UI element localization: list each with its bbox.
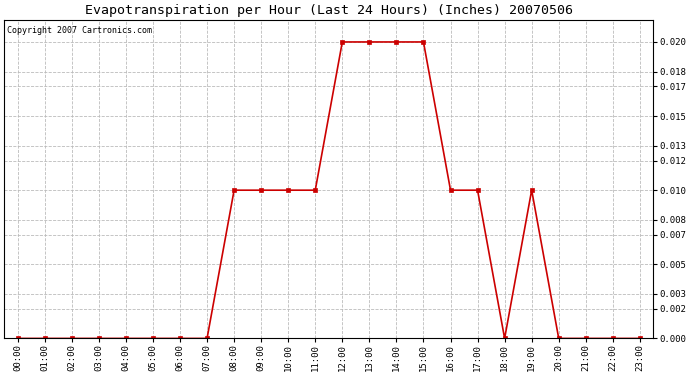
Text: Copyright 2007 Cartronics.com: Copyright 2007 Cartronics.com bbox=[8, 26, 152, 35]
Title: Evapotranspiration per Hour (Last 24 Hours) (Inches) 20070506: Evapotranspiration per Hour (Last 24 Hou… bbox=[85, 4, 573, 17]
